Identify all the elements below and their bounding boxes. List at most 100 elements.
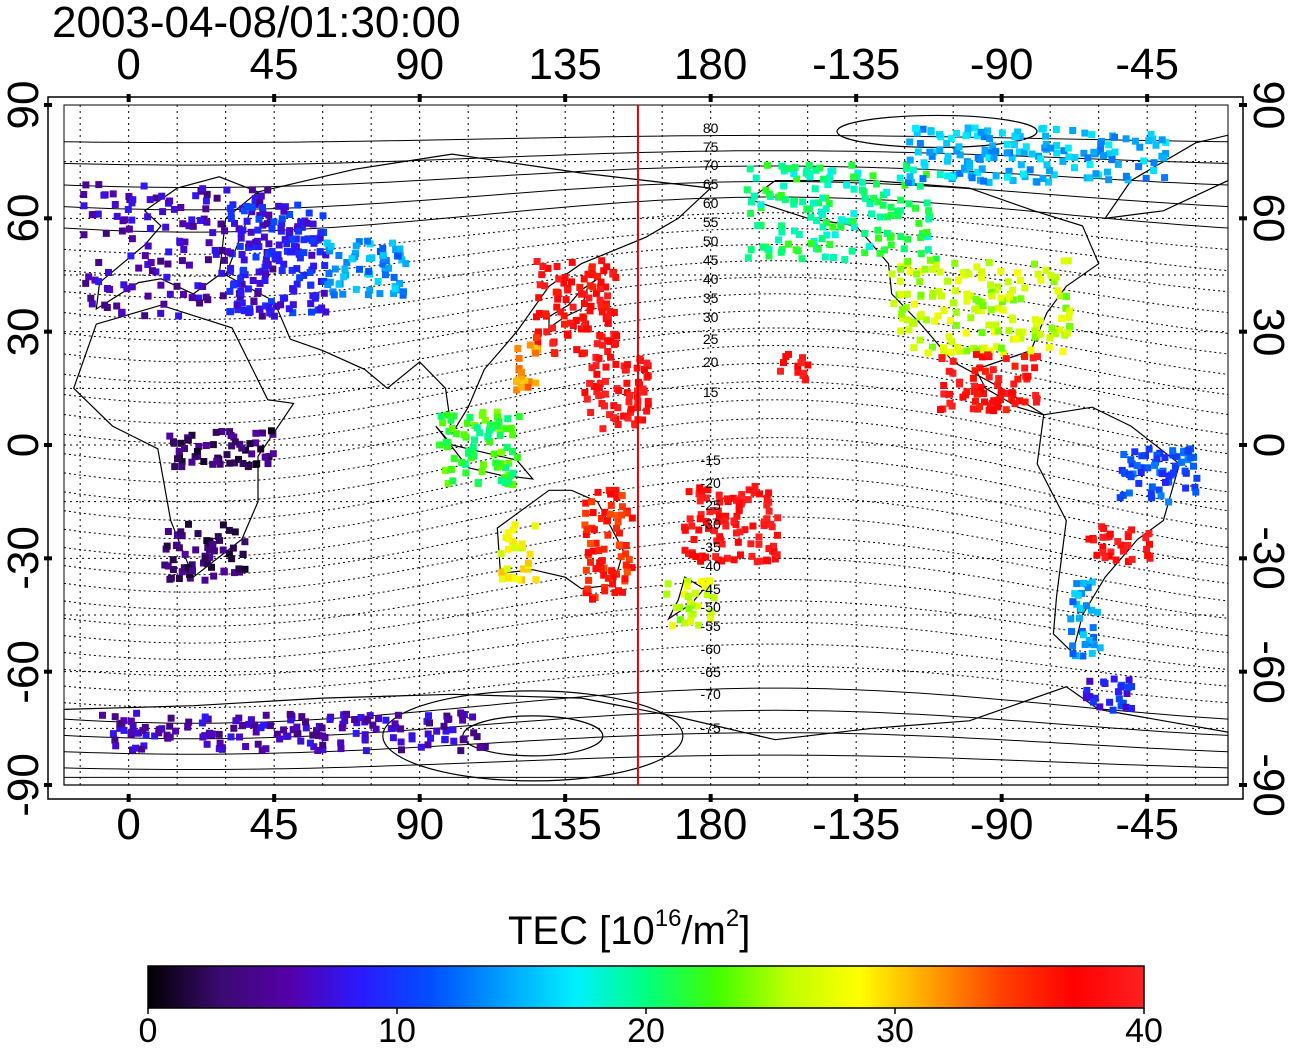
tec-cell <box>192 192 200 200</box>
tec-cell <box>128 283 136 291</box>
tec-cell <box>1138 452 1146 460</box>
tec-cell <box>929 265 937 273</box>
tec-cell <box>588 364 596 372</box>
tec-cell <box>167 714 175 722</box>
tec-cell <box>316 234 324 242</box>
tec-cell <box>129 196 137 204</box>
tec-cell <box>265 240 273 248</box>
tec-cell <box>1169 451 1177 459</box>
tec-cell <box>1123 690 1131 697</box>
tec-cell <box>226 267 234 275</box>
tec-cell <box>829 223 837 231</box>
tec-cell <box>687 599 694 607</box>
contour-line <box>63 380 1229 464</box>
tec-cell <box>450 455 458 463</box>
tec-cell <box>1011 141 1018 149</box>
tec-cell <box>1083 602 1090 610</box>
lat-tick-label-left: -60 <box>0 639 48 704</box>
tec-cell <box>247 716 255 724</box>
tec-cell <box>248 450 256 458</box>
tec-cell <box>932 255 940 263</box>
colorbar-title-close: ] <box>739 909 751 953</box>
tec-cell <box>988 292 996 300</box>
tec-cell <box>593 340 601 348</box>
tec-cell <box>912 124 920 132</box>
tec-cell <box>697 557 705 565</box>
tec-cell <box>580 349 588 357</box>
tec-cell <box>300 249 308 257</box>
tec-cell <box>503 565 511 573</box>
lat-tick-label-right: -60 <box>1244 639 1292 704</box>
tec-cell <box>308 237 316 244</box>
tec-cell <box>970 388 978 395</box>
tec-cell <box>1119 491 1127 499</box>
tec-cell <box>790 170 798 178</box>
tec-cell <box>560 279 568 287</box>
tec-cell <box>241 271 249 279</box>
tec-cell <box>689 610 697 618</box>
tec-cell <box>337 739 345 747</box>
tec-cell <box>166 575 174 583</box>
tec-cell <box>906 156 914 164</box>
tec-cell <box>138 745 146 753</box>
tec-cell <box>778 228 786 236</box>
tec-cell <box>259 429 266 437</box>
tec-cell <box>561 320 568 328</box>
tec-cell <box>989 366 997 374</box>
colorbar-tick-label: 20 <box>627 1012 665 1050</box>
tec-cell <box>448 425 456 432</box>
tec-cell <box>275 257 283 265</box>
tec-cell <box>1112 556 1120 564</box>
tec-cell <box>985 178 993 186</box>
contour-value-label: -40 <box>700 557 721 574</box>
tec-cell <box>1050 171 1058 179</box>
tec-cell <box>609 580 617 588</box>
tec-cell <box>1010 380 1018 388</box>
tec-cell <box>255 243 263 251</box>
tec-cell <box>940 348 948 356</box>
tec-cell <box>212 250 220 258</box>
tec-cell <box>304 235 312 243</box>
tec-cell <box>259 221 267 229</box>
tec-cell <box>924 246 932 254</box>
tec-cell <box>394 252 402 260</box>
tec-cell <box>116 724 124 732</box>
tec-cell <box>449 726 457 734</box>
tec-cell <box>992 321 1000 329</box>
tec-cell <box>850 223 858 231</box>
tec-cell <box>310 743 318 751</box>
tec-cell <box>746 209 754 217</box>
tec-cell <box>240 306 248 314</box>
tec-cell <box>249 277 257 284</box>
tec-cell <box>614 518 622 526</box>
tec-cell <box>1016 133 1024 141</box>
tec-cell <box>887 241 895 249</box>
contour-pole-ring <box>382 690 684 782</box>
tec-cell <box>946 390 954 398</box>
tec-cell <box>1053 149 1061 157</box>
tec-cell <box>1128 704 1135 712</box>
tec-cell <box>760 522 768 529</box>
tec-cell <box>172 727 180 735</box>
tec-cell <box>625 556 633 564</box>
tec-cell <box>608 567 616 575</box>
tec-cell <box>229 544 237 552</box>
tec-cell <box>1022 143 1030 151</box>
tec-cell <box>715 491 723 499</box>
tec-cell <box>231 219 238 227</box>
tec-cell <box>1036 330 1044 338</box>
tec-cell <box>444 443 452 451</box>
lon-tick-label-top: 180 <box>673 40 748 89</box>
tec-cell <box>1075 614 1083 622</box>
left-tick-mark <box>44 443 52 447</box>
tec-cell <box>850 173 858 181</box>
tec-cell <box>293 723 301 731</box>
tec-cell <box>902 304 910 312</box>
tec-cell <box>391 285 399 293</box>
tec-cell <box>324 281 332 289</box>
tec-cell <box>1041 144 1049 152</box>
tec-cell <box>663 590 671 598</box>
tec-cell <box>1062 304 1070 312</box>
tec-cell <box>278 267 286 274</box>
